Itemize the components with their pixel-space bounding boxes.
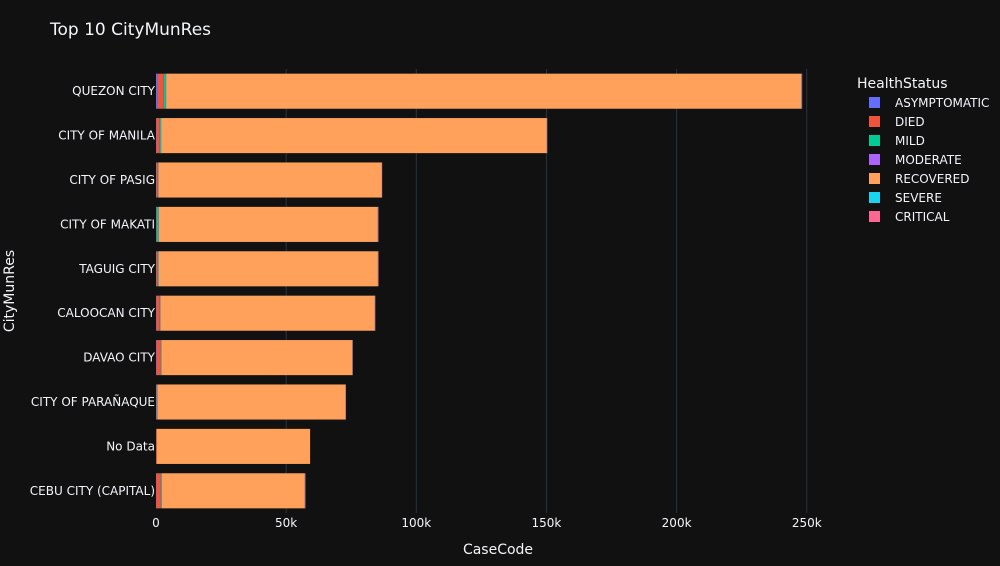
bar-died-8[interactable] (156, 428, 157, 464)
x-tick-label: 50k (275, 516, 297, 530)
legend-title: HealthStatus (857, 76, 948, 92)
bar-died-7[interactable] (156, 384, 158, 420)
bar-asymptomatic-0[interactable] (156, 73, 158, 109)
bar-mild-3[interactable] (156, 206, 159, 242)
bar-mild-0[interactable] (163, 73, 166, 109)
bar-asymptomatic-7[interactable] (156, 384, 157, 420)
bar-mild-6[interactable] (160, 340, 162, 376)
bar-recovered-1[interactable] (161, 118, 547, 154)
x-tick-label: 250k (792, 516, 822, 530)
legend-item-asymptomatic[interactable]: ASYMPTOMATIC (869, 96, 989, 110)
legend-items[interactable]: ASYMPTOMATIC DIED MILD MODERATE RECOVERED SEV… (869, 96, 989, 224)
legend-item-critical[interactable]: CRITICAL (869, 210, 950, 224)
chart-title: Top 10 CityMunRes (49, 20, 211, 40)
bar-critical-5[interactable] (374, 295, 376, 331)
legend-swatch (869, 211, 880, 222)
legend-label: SEVERE (895, 191, 942, 205)
legend-swatch (869, 154, 880, 165)
bar-died-4[interactable] (156, 251, 158, 287)
legend-swatch (869, 116, 880, 127)
bar-asymptomatic-2[interactable] (156, 162, 157, 198)
bar-recovered-2[interactable] (158, 162, 382, 198)
bar-critical-3[interactable] (377, 206, 379, 242)
bar-asymptomatic-1[interactable] (156, 118, 157, 154)
bar-severe-0[interactable] (801, 73, 802, 109)
bar-asymptomatic-3[interactable] (156, 206, 157, 242)
x-axis-label: CaseCode (463, 542, 533, 558)
y-tick-label: QUEZON CITY (72, 84, 156, 98)
legend-swatch (869, 173, 880, 184)
y-tick-label: CITY OF MANILA (58, 129, 156, 143)
bar-recovered-0[interactable] (166, 73, 802, 109)
y-tick-label: CEBU CITY (CAPITAL) (30, 484, 155, 498)
x-tick-label: 200k (662, 516, 692, 530)
bar-asymptomatic-5[interactable] (156, 295, 157, 331)
legend-swatch (869, 97, 880, 108)
legend-label: CRITICAL (895, 210, 950, 224)
legend-label: MODERATE (895, 153, 962, 167)
x-tick-label: 100k (401, 516, 431, 530)
bar-died-1[interactable] (156, 118, 160, 154)
bar-critical-1[interactable] (546, 118, 548, 154)
y-tick-label: DAVAO CITY (83, 351, 155, 365)
bar-recovered-7[interactable] (157, 384, 346, 420)
bar-died-9[interactable] (156, 473, 161, 509)
y-axis-label: CityMunRes (2, 250, 18, 332)
legend-item-severe[interactable]: SEVERE (869, 191, 942, 205)
legend-item-moderate[interactable]: MODERATE (869, 153, 962, 167)
bar-asymptomatic-9[interactable] (156, 473, 157, 509)
legend-item-recovered[interactable]: RECOVERED (869, 172, 969, 186)
bars[interactable] (156, 73, 803, 509)
bar-moderate-0[interactable] (165, 73, 167, 109)
y-tick-label: CALOOCAN CITY (57, 306, 155, 320)
bar-recovered-8[interactable] (156, 428, 311, 464)
x-tick-label: 150k (532, 516, 562, 530)
legend-item-mild[interactable]: MILD (869, 134, 925, 148)
x-tick-label: 0 (152, 516, 160, 530)
bar-mild-9[interactable] (160, 473, 162, 509)
bar-recovered-3[interactable] (158, 206, 378, 242)
y-axis-tick-labels: QUEZON CITY CITY OF MANILA CITY OF PASIG CI… (30, 84, 156, 498)
y-tick-label: No Data (106, 439, 155, 453)
bar-died-5[interactable] (156, 295, 160, 331)
bar-mild-1[interactable] (159, 118, 162, 154)
bar-critical-2[interactable] (381, 162, 383, 198)
legend-label: DIED (895, 115, 925, 129)
bar-mild-4[interactable] (157, 251, 159, 287)
bar-asymptomatic-4[interactable] (156, 251, 157, 287)
bar-asymptomatic-6[interactable] (156, 340, 157, 376)
legend-swatch (869, 192, 880, 203)
bar-recovered-4[interactable] (158, 251, 378, 287)
bar-died-3[interactable] (156, 206, 157, 242)
bar-critical-9[interactable] (304, 473, 306, 509)
bar-recovered-5[interactable] (160, 295, 375, 331)
legend[interactable]: HealthStatus ASYMPTOMATIC DIED MILD MODERAT… (857, 76, 989, 224)
bar-recovered-9[interactable] (161, 473, 305, 509)
bar-critical-7[interactable] (345, 384, 346, 420)
y-tick-label: CITY OF PASIG (69, 173, 155, 187)
bar-critical-4[interactable] (377, 251, 379, 287)
bar-critical-0[interactable] (801, 73, 803, 109)
bar-died-0[interactable] (157, 73, 164, 109)
y-tick-label: TAGUIG CITY (78, 262, 155, 276)
legend-label: MILD (895, 134, 925, 148)
bar-mild-2[interactable] (157, 162, 159, 198)
bar-recovered-6[interactable] (161, 340, 353, 376)
legend-item-died[interactable]: DIED (869, 115, 925, 129)
bar-died-6[interactable] (156, 340, 161, 376)
y-tick-label: CITY OF PARAÑAQUE (31, 394, 155, 409)
bar-critical-6[interactable] (352, 340, 353, 376)
legend-swatch (869, 135, 880, 146)
legend-label: RECOVERED (895, 172, 969, 186)
y-tick-label: CITY OF MAKATI (60, 217, 155, 231)
x-axis-tick-labels: 0 50k 100k 150k 200k 250k (152, 516, 822, 530)
bar-died-2[interactable] (156, 162, 158, 198)
bar-mild-7[interactable] (157, 384, 158, 420)
bar-mild-5[interactable] (159, 295, 161, 331)
bar-moderate-1[interactable] (161, 118, 162, 154)
legend-label: ASYMPTOMATIC (895, 96, 989, 110)
